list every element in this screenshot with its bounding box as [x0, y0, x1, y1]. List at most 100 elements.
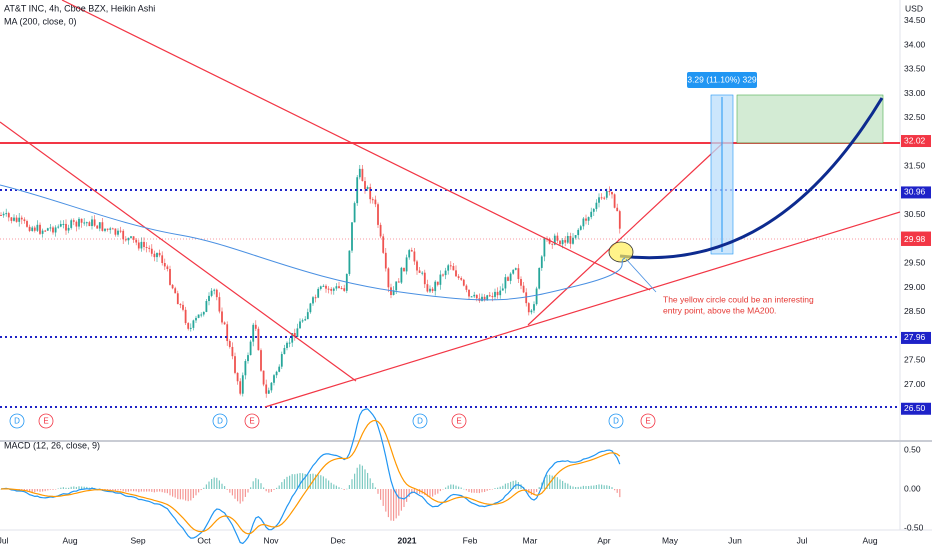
macd-histogram	[42, 489, 44, 492]
macd-histogram	[502, 485, 504, 489]
candle-body	[574, 235, 577, 238]
macd-histogram	[439, 489, 441, 492]
candle-body	[62, 223, 65, 225]
macd-histogram	[226, 489, 228, 490]
macd-histogram	[179, 489, 181, 500]
candle-body	[590, 211, 593, 218]
candle-body	[10, 217, 13, 221]
macd-histogram	[372, 482, 374, 489]
candle-body	[57, 226, 60, 228]
candle-body	[163, 263, 166, 267]
macd-histogram	[580, 486, 582, 489]
macd-histogram	[255, 478, 257, 489]
macd-histogram	[307, 474, 309, 489]
macd-histogram	[478, 489, 480, 494]
macd-histogram	[250, 487, 252, 489]
candle-body	[566, 235, 569, 243]
macd-histogram	[78, 486, 80, 489]
macd-histogram	[348, 485, 350, 489]
candle-body	[283, 348, 286, 355]
macd-histogram	[437, 489, 439, 494]
macd-histogram	[556, 477, 558, 489]
macd-histogram	[29, 489, 31, 493]
candle-body	[494, 291, 496, 297]
macd-histogram	[130, 489, 132, 492]
candle-body	[332, 288, 335, 291]
macd-histogram	[148, 489, 150, 492]
candle-body	[304, 319, 307, 321]
macd-histogram	[322, 476, 324, 489]
macd-histogram	[107, 489, 109, 491]
candle-body	[192, 320, 195, 328]
macd-histogram	[442, 489, 444, 490]
macd-histogram	[361, 465, 363, 489]
candle-body	[418, 270, 421, 273]
candle-body	[252, 324, 255, 342]
candle-body	[465, 285, 468, 290]
macd-histogram	[554, 475, 556, 489]
candle-body	[356, 177, 359, 204]
macd-histogram	[549, 474, 551, 489]
candle-body	[598, 197, 600, 203]
macd-histogram	[309, 473, 311, 489]
candle-body	[161, 255, 164, 264]
candle-body	[403, 267, 405, 272]
candle-body	[468, 289, 470, 297]
event-label: E	[456, 417, 461, 426]
candle-body	[2, 213, 5, 216]
candle-body	[267, 390, 270, 394]
candle-body	[522, 285, 525, 293]
candle-body	[538, 267, 541, 289]
target-zone	[736, 94, 884, 144]
candle-body	[33, 227, 36, 231]
macd-histogram	[481, 489, 483, 493]
macd-histogram	[559, 479, 561, 489]
candle-body	[254, 324, 257, 329]
candle-body	[166, 266, 169, 270]
event-label: E	[249, 417, 254, 426]
macd-histogram	[299, 473, 301, 489]
candle-body	[280, 354, 283, 367]
candle-body	[400, 267, 403, 283]
candle-body	[559, 240, 561, 245]
candle-body	[75, 221, 78, 227]
candle-body	[504, 277, 507, 289]
candle-body	[322, 285, 325, 287]
macd-histogram	[408, 489, 410, 498]
signal-line	[0, 419, 621, 535]
candle-body	[98, 222, 101, 229]
candle-body	[312, 297, 314, 304]
candle-body	[343, 288, 346, 291]
time-label: Mar	[523, 535, 538, 545]
candle-body	[338, 286, 340, 289]
macd-histogram	[546, 474, 548, 489]
macd-histogram	[346, 488, 348, 490]
macd-histogram	[333, 484, 335, 489]
candle-body	[275, 371, 278, 376]
candle-body	[67, 227, 70, 231]
macd-histogram	[109, 489, 111, 491]
macd-histogram	[406, 489, 408, 502]
candle-body	[114, 228, 117, 235]
candle-body	[270, 382, 273, 391]
macd-histogram	[447, 485, 449, 489]
annotation: entry point, above the MA200.	[663, 305, 776, 315]
price-label: 29.50	[904, 258, 926, 268]
macd-histogram	[530, 489, 532, 495]
candle-body	[18, 217, 21, 222]
event-label: D	[217, 417, 223, 426]
time-label: Aug	[862, 535, 877, 545]
macd-histogram	[328, 480, 330, 489]
candle-body	[122, 230, 125, 240]
time-label: Feb	[463, 535, 478, 545]
macd-histogram	[398, 489, 400, 516]
time-label: Apr	[597, 535, 610, 545]
candle-body	[0, 215, 2, 216]
candle-body	[109, 228, 112, 230]
macd-histogram	[68, 487, 70, 489]
candle-body	[156, 252, 158, 258]
candle-body	[221, 311, 223, 323]
macd-histogram	[203, 487, 205, 489]
time-label: Nov	[263, 535, 279, 545]
macd-histogram	[166, 489, 168, 494]
